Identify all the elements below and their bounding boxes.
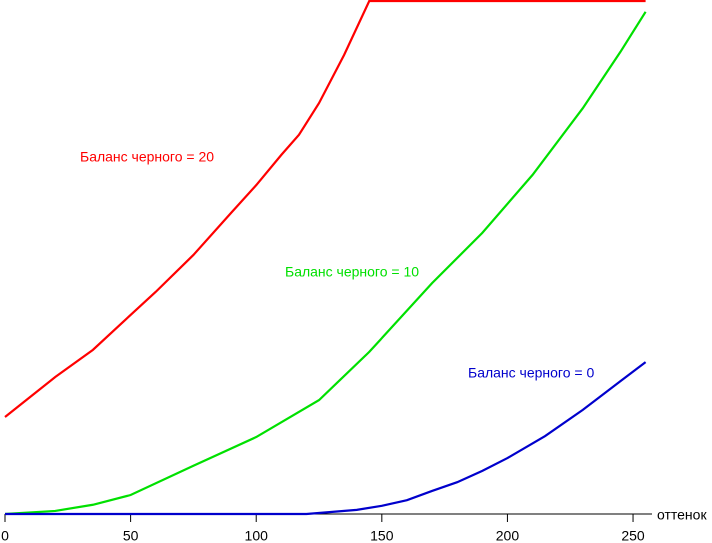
- series-label: Баланс черного = 20: [80, 149, 214, 165]
- x-tick-label: 150: [370, 528, 394, 543]
- x-tick-label: 250: [621, 528, 645, 543]
- series-label: Баланс черного = 0: [468, 365, 594, 381]
- series-label: Баланс черного = 10: [285, 264, 419, 280]
- x-axis-label: оттенок: [657, 507, 707, 523]
- x-tick-label: 100: [245, 528, 269, 543]
- series-line: [5, 361, 647, 516]
- x-tick-label: 0: [1, 528, 9, 543]
- series-line: [4, 11, 647, 516]
- x-tick-label: 200: [496, 528, 520, 543]
- series-line: [4, 0, 646, 418]
- x-tick-label: 50: [123, 528, 139, 543]
